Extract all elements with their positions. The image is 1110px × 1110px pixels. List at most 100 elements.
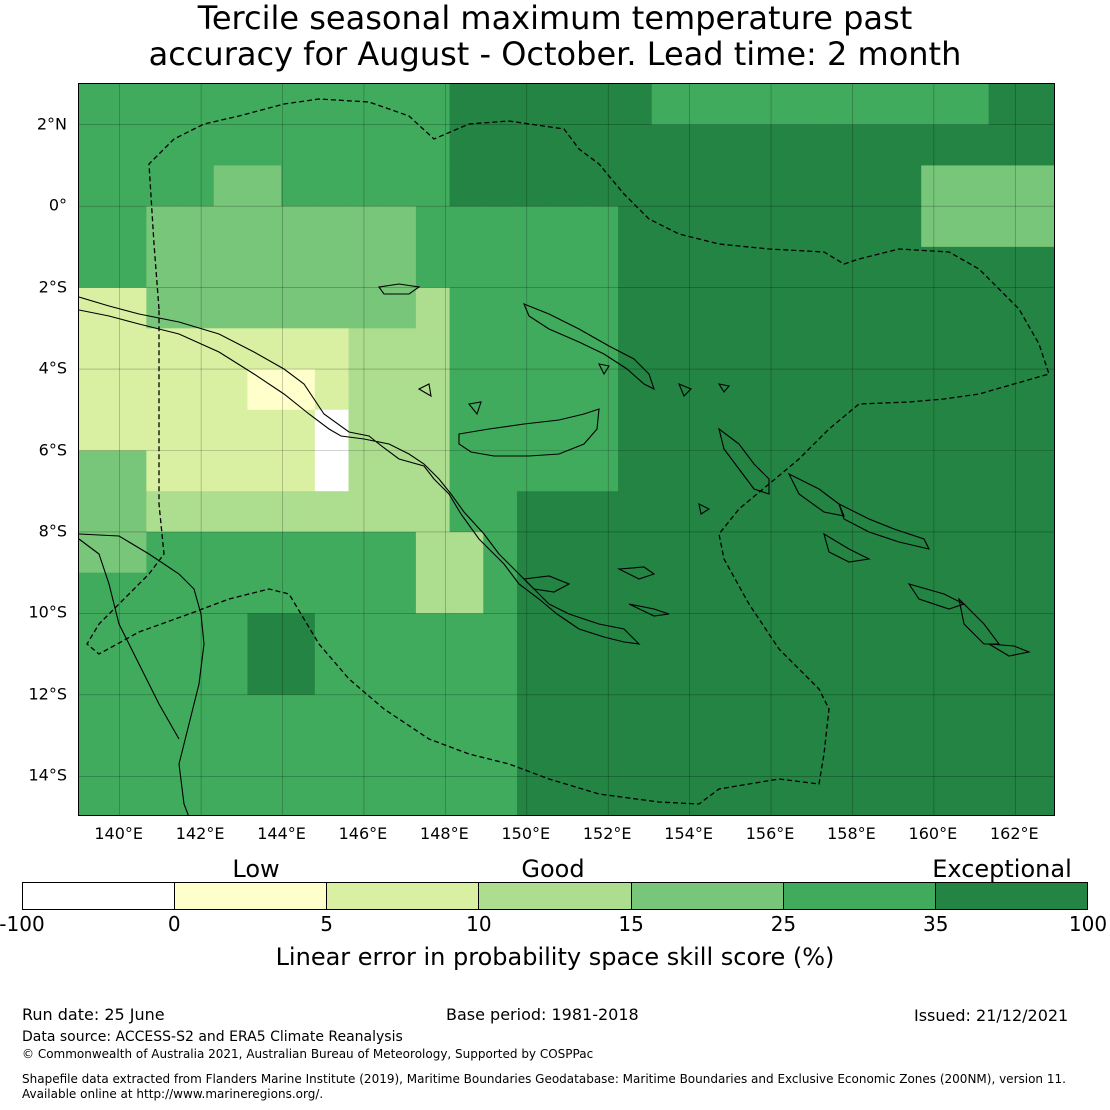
skill-cell [651, 287, 687, 329]
skill-cell [180, 776, 215, 815]
skill-cell [685, 572, 720, 614]
graticule [79, 84, 1054, 815]
skill-cell [685, 735, 720, 777]
skill-cell [1022, 450, 1054, 492]
skill-cell [618, 776, 653, 815]
skill-cell [921, 124, 956, 167]
skill-cell [786, 369, 821, 411]
skill-cell [685, 246, 720, 289]
skill-cell [719, 409, 754, 452]
colorbar-tick-label: 0 [167, 912, 181, 936]
gulf-coastline [79, 538, 180, 740]
skill-cell [752, 84, 788, 126]
skill-cell [281, 735, 316, 777]
skill-cell [79, 450, 114, 492]
skill-cell [853, 694, 889, 737]
skill-cell [887, 735, 922, 777]
skill-cell [314, 165, 350, 207]
skill-cell [314, 776, 350, 815]
skill-cell [786, 531, 821, 574]
skill-cell [415, 84, 451, 126]
skill-cell [146, 84, 181, 126]
skill-cell [180, 246, 215, 289]
skill-cell [786, 206, 821, 248]
skill-cell [584, 694, 619, 737]
skill-cell [449, 531, 484, 574]
latitude-label: 6°S [38, 440, 67, 459]
skill-cell [921, 84, 956, 126]
skill-cell [584, 572, 619, 614]
skill-cell [79, 409, 114, 452]
skill-cell [516, 206, 552, 248]
skill-cell [146, 287, 181, 329]
skill-cell [281, 165, 316, 207]
skill-cell [550, 124, 585, 167]
skill-cell [584, 84, 619, 126]
skill-cell [887, 694, 922, 737]
skill-cell [79, 531, 114, 574]
skill-cell [314, 531, 350, 574]
skill-cell [988, 491, 1023, 533]
skill-cell [180, 124, 215, 167]
skill-cell [146, 654, 181, 696]
colorbar-tick-label: 25 [770, 912, 797, 936]
skill-cell [1022, 654, 1054, 696]
chart-title: Tercile seasonal maximum temperature pas… [0, 0, 1110, 72]
skill-cell [988, 246, 1023, 289]
louisiade-coastline-2 [628, 603, 670, 617]
skill-cell [213, 84, 249, 126]
skill-cell [483, 694, 518, 737]
solomons-island-2 [838, 502, 931, 550]
skill-cell [853, 572, 889, 614]
skill-cell [146, 409, 181, 452]
copyright: © Commonwealth of Australia 2021, Austra… [22, 1047, 594, 1061]
longitude-label: 150°E [501, 824, 551, 843]
skill-cell [853, 246, 889, 289]
skill-cell [719, 287, 754, 329]
skill-cell [853, 287, 889, 329]
skill-cell [853, 613, 889, 655]
skill-cell [112, 165, 147, 207]
skill-cell [685, 613, 720, 655]
skill-cell [449, 165, 484, 207]
skill-cell [685, 450, 720, 492]
skill-cell [685, 531, 720, 574]
skill-cell [79, 206, 114, 248]
cape-york-coastline [79, 533, 205, 815]
skill-cell [112, 694, 147, 737]
latitude-label: 14°S [28, 765, 67, 785]
skill-cell [618, 328, 653, 370]
skill-cell [483, 84, 518, 126]
skill-cell [483, 776, 518, 815]
skill-cell [719, 246, 754, 289]
skill-cell [79, 613, 114, 655]
skill-cell [685, 776, 720, 815]
skill-cell [786, 450, 821, 492]
colorbar-segment [783, 883, 936, 909]
skill-cell [516, 491, 552, 533]
colorbar-tick-label: 35 [922, 912, 949, 936]
skill-cell [213, 206, 249, 248]
longitude-label: 144°E [257, 824, 306, 843]
skill-cell [516, 84, 552, 126]
skill-cell [988, 694, 1023, 737]
skill-cell [887, 124, 922, 167]
skill-cell [415, 694, 451, 737]
skill-cell [516, 572, 552, 614]
skill-cell [550, 287, 585, 329]
skill-cell [786, 246, 821, 289]
skill-cell [79, 287, 114, 329]
skill-cell [954, 206, 990, 248]
skill-cell [853, 84, 889, 126]
skill-cell [820, 287, 855, 329]
skill-cell [719, 613, 754, 655]
skill-cell [887, 165, 922, 207]
skill-cell [247, 531, 282, 574]
skill-cell [685, 409, 720, 452]
skill-cell [449, 694, 484, 737]
skill-cell [247, 654, 282, 696]
skill-cell [719, 694, 754, 737]
skill-cell [213, 491, 249, 533]
skill-cell [247, 694, 282, 737]
skill-cell [348, 491, 383, 533]
